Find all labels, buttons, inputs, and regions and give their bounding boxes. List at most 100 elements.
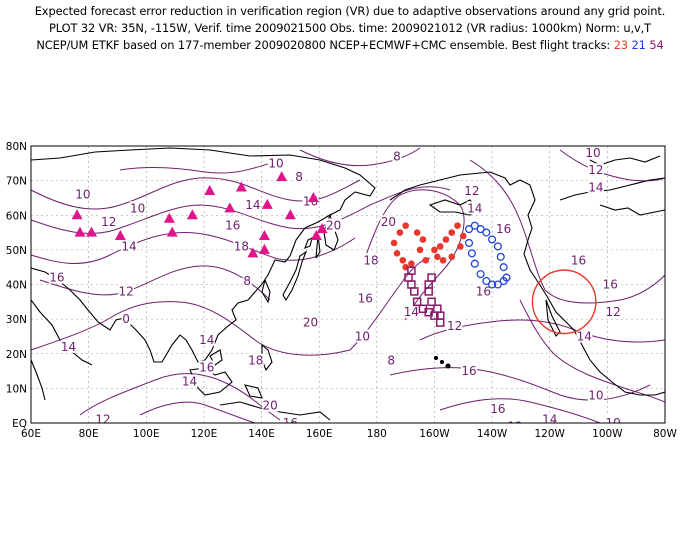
track-23-point bbox=[448, 229, 456, 236]
contour-label: 14 bbox=[61, 340, 76, 354]
contour-label: 18 bbox=[234, 239, 249, 253]
contour-label-bg bbox=[181, 374, 198, 388]
contour-label-bg bbox=[576, 329, 593, 343]
contour-label-bg bbox=[198, 332, 215, 346]
lat-label: 70N bbox=[6, 176, 27, 188]
contour-label: 0 bbox=[122, 312, 130, 326]
observation-triangle bbox=[204, 185, 216, 196]
lon-label: 180 bbox=[367, 428, 387, 440]
observation-markers bbox=[71, 171, 328, 258]
lat-label: 20N bbox=[6, 349, 27, 361]
observation-triangle bbox=[316, 223, 328, 234]
track-23-point bbox=[454, 222, 461, 229]
lon-label: 100E bbox=[133, 428, 160, 440]
contour-label-bg bbox=[587, 180, 604, 194]
contour-label-bg bbox=[403, 305, 420, 319]
lat-label: 80N bbox=[6, 141, 27, 153]
track-54-point bbox=[427, 273, 436, 282]
lon-label: 80E bbox=[79, 428, 99, 440]
contour-label: 14 bbox=[588, 181, 603, 195]
lat-label: 50N bbox=[6, 245, 27, 257]
observation-triangle bbox=[163, 212, 175, 223]
contour-label: 18 bbox=[248, 354, 263, 368]
contour-label: 8 bbox=[393, 149, 401, 163]
contour-label-bg bbox=[120, 239, 137, 253]
map-border bbox=[30, 145, 666, 424]
contour-label: 20 bbox=[326, 219, 341, 233]
track-23-point bbox=[408, 260, 415, 268]
observation-triangle bbox=[186, 209, 198, 220]
track-54-point bbox=[427, 297, 436, 307]
track-21-point bbox=[482, 228, 491, 237]
contour-label: 16 bbox=[496, 222, 511, 236]
track-21-point bbox=[488, 280, 497, 289]
track-21-point bbox=[493, 242, 502, 251]
contour-label: 12 bbox=[464, 184, 479, 198]
contour-label-bg bbox=[354, 329, 371, 343]
contour-label: 12 bbox=[605, 305, 620, 319]
track-21-point bbox=[476, 270, 485, 279]
contour-label: 16 bbox=[571, 253, 586, 267]
contour-label: 10 bbox=[585, 146, 600, 160]
contour-label: 12 bbox=[508, 419, 523, 433]
contour-label: 16 bbox=[283, 416, 298, 430]
contour-label-bg bbox=[587, 388, 604, 402]
contour-label-bg bbox=[466, 201, 483, 215]
track-23-point bbox=[393, 250, 401, 257]
track-21-point bbox=[464, 238, 474, 248]
track-21-legend: 21 bbox=[631, 38, 646, 52]
track-23-point bbox=[436, 243, 444, 250]
contour-label: 10 bbox=[355, 329, 370, 343]
contour-label: 8 bbox=[387, 354, 395, 368]
lat-label: EQ bbox=[12, 418, 27, 430]
track-23-point bbox=[431, 246, 438, 254]
track-23-point bbox=[439, 256, 447, 264]
flight-tracks bbox=[390, 221, 511, 327]
contour-label-bg bbox=[584, 146, 601, 159]
contour-label-bg bbox=[118, 284, 135, 298]
track-23-point bbox=[442, 236, 450, 243]
lon-label: 160W bbox=[419, 428, 450, 440]
observation-triangle bbox=[258, 230, 270, 241]
lat-label: 10N bbox=[6, 383, 27, 395]
lat-label: 60N bbox=[6, 210, 27, 222]
contour-label-bg bbox=[233, 239, 250, 253]
track-21-point bbox=[482, 276, 491, 286]
observation-triangle bbox=[276, 171, 288, 182]
contour-label: 10 bbox=[588, 388, 603, 402]
track-21-point bbox=[488, 235, 497, 244]
contour-label-bg bbox=[100, 215, 117, 229]
contour-label-bg bbox=[129, 201, 146, 215]
contour-label: 16 bbox=[358, 291, 373, 305]
contour-label-bg bbox=[461, 364, 478, 378]
contour-label-bg bbox=[224, 218, 241, 232]
contour-label-bg bbox=[386, 353, 396, 367]
contour-label-bg bbox=[605, 305, 622, 319]
observation-triangle bbox=[235, 181, 247, 192]
observation-triangle bbox=[261, 198, 273, 209]
contour-label: 16 bbox=[49, 271, 64, 285]
contour-label: 16 bbox=[490, 402, 505, 416]
contour-label: 12 bbox=[588, 163, 603, 177]
contour-label-bg bbox=[121, 312, 131, 326]
track-21-point bbox=[499, 263, 508, 272]
title-line-3: NCEP/UM ETKF based on 177-member 2009020… bbox=[0, 38, 700, 52]
contour-label: 14 bbox=[467, 201, 482, 215]
contour-label: 16 bbox=[603, 278, 618, 292]
contour-label: 10 bbox=[75, 187, 90, 201]
contour-label-bg bbox=[489, 402, 506, 416]
observation-triangle bbox=[74, 226, 86, 237]
contour-label: 12 bbox=[101, 215, 116, 229]
latitude-labels: 80N 70N 60N 50N 40N 30N 20N 10N EQ bbox=[6, 141, 27, 430]
track-23-point bbox=[419, 236, 427, 243]
contour-label: 16 bbox=[476, 284, 491, 298]
observation-triangle bbox=[224, 202, 236, 213]
lon-label: 80W bbox=[653, 428, 677, 440]
contour-label: 20 bbox=[263, 399, 278, 413]
lat-label: 30N bbox=[6, 314, 27, 326]
contour-label-bg bbox=[95, 412, 112, 423]
track-54-point bbox=[410, 287, 419, 296]
contour-label: 12 bbox=[95, 413, 110, 427]
contour-label-bg bbox=[262, 398, 279, 412]
